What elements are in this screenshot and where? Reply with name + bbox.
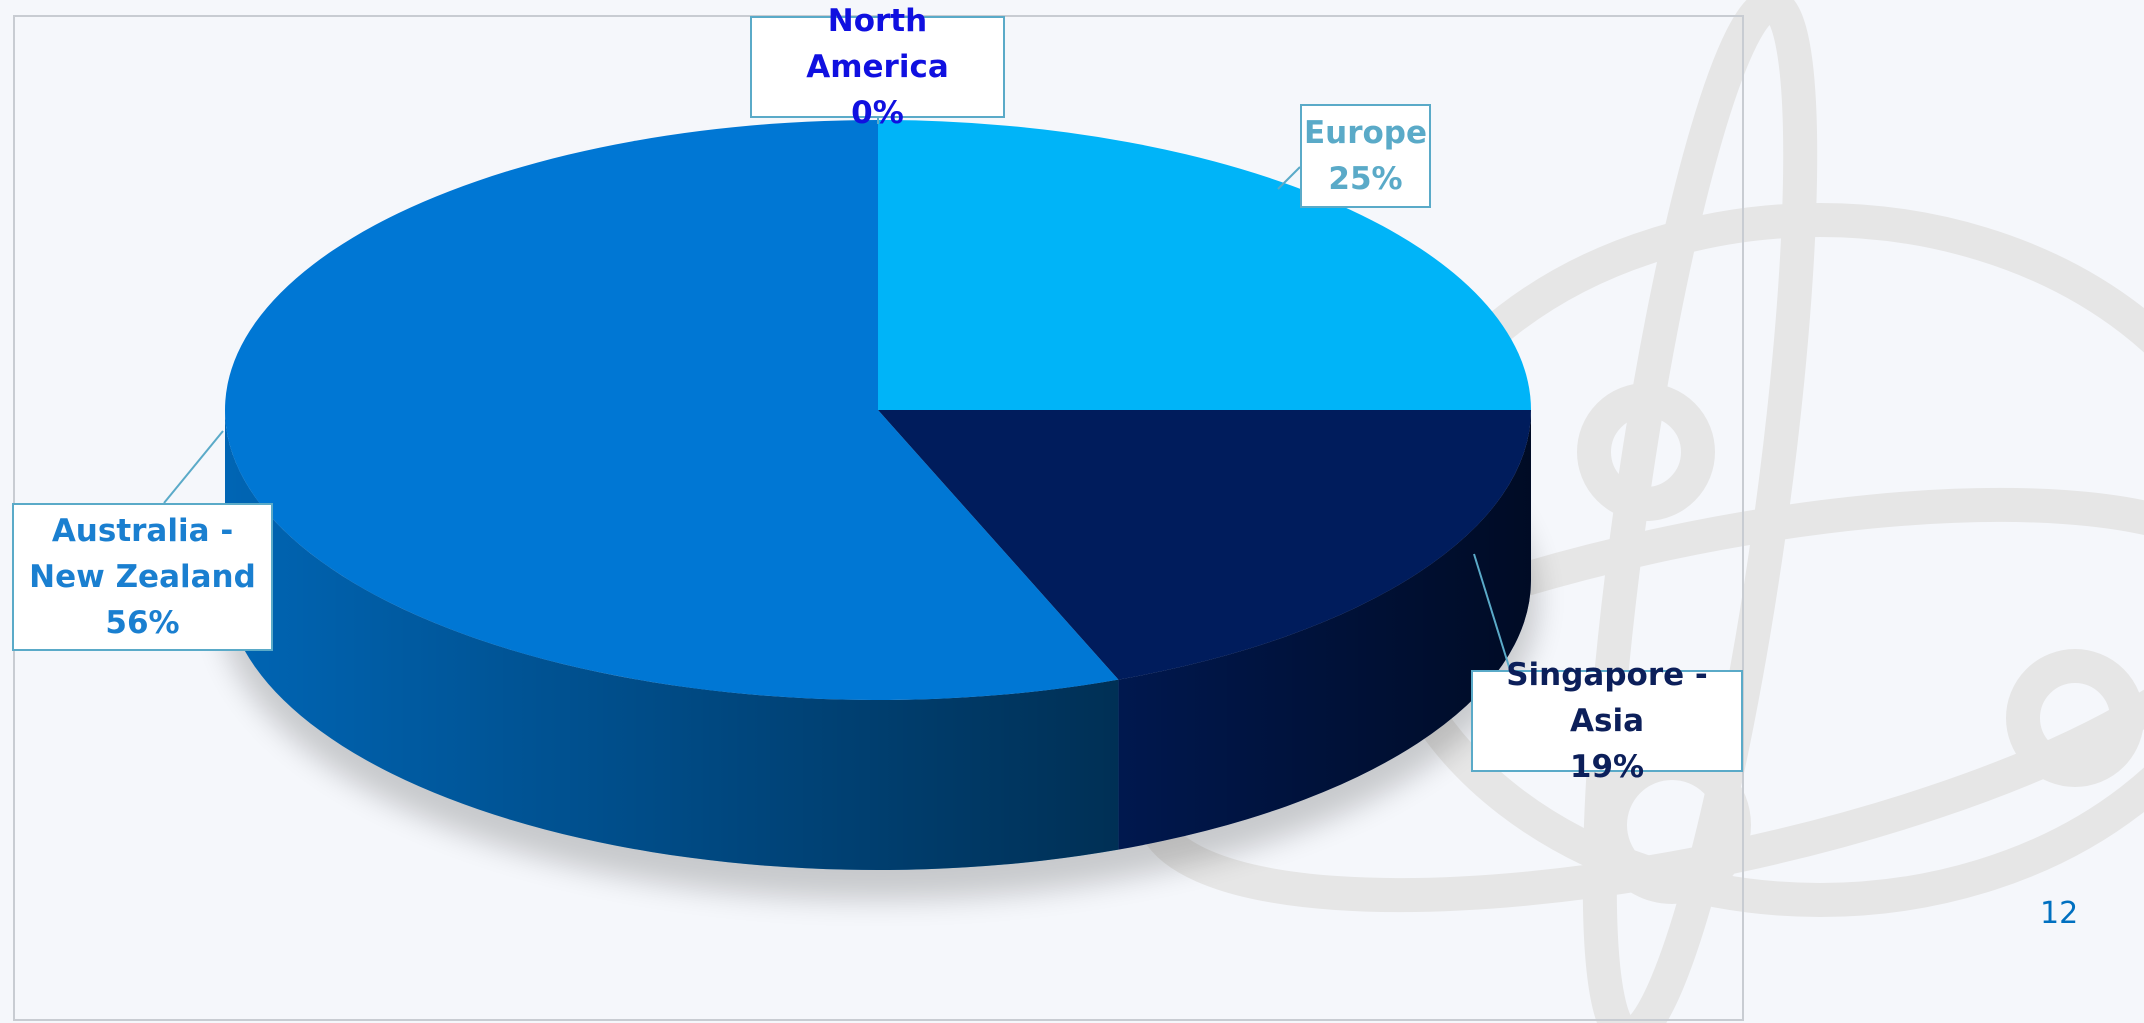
chart xyxy=(0,0,2144,1023)
slide-number: 12 xyxy=(2040,896,2078,931)
slide: North America0% Europe25% Singapore - Asia… xyxy=(0,0,2144,1023)
value-label: 0% xyxy=(752,90,1003,136)
value-label: 56% xyxy=(14,600,271,646)
category-label: Australia - New Zealand xyxy=(14,508,271,600)
value-label: 19% xyxy=(1473,744,1741,790)
category-label: Europe xyxy=(1302,110,1429,156)
category-label: Singapore - Asia xyxy=(1473,652,1741,744)
slice xyxy=(878,120,1531,410)
category-label: North America xyxy=(752,0,1003,90)
value-label: 25% xyxy=(1302,156,1429,202)
leader-line xyxy=(164,431,223,503)
